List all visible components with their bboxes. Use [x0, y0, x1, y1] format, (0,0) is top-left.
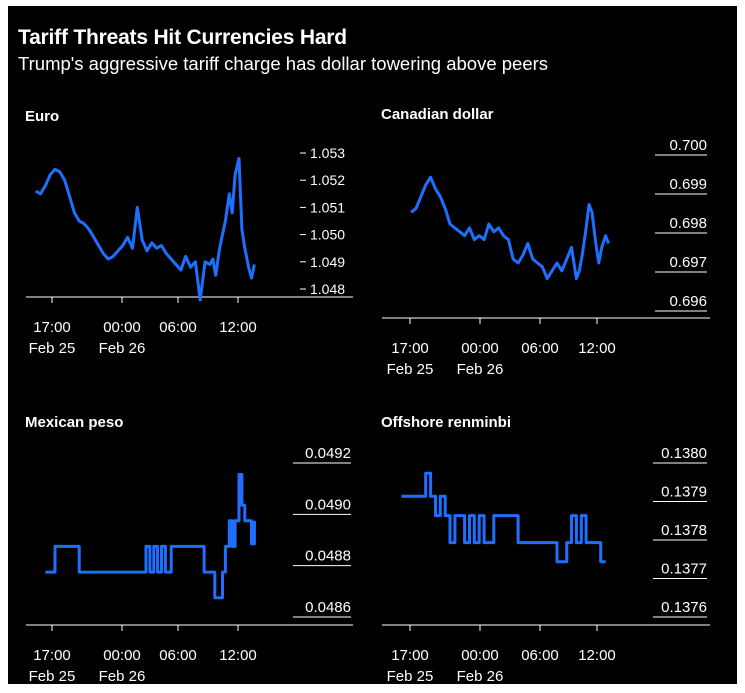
x-tick-label: 00:00: [461, 340, 499, 357]
panel-euro: 1.053 1.052 1.051 1.050 1.049 1.048 17:00 Feb 2…: [26, 145, 353, 357]
y-tick-label: 0.699: [669, 176, 707, 193]
series-line-canadian-dollar: [410, 175, 610, 281]
y-tick-label: 0.0492: [305, 445, 351, 462]
x-tick-label: 00:00: [103, 319, 141, 336]
series-line-euro: [34, 156, 256, 302]
panel-title-euro: Euro: [25, 108, 60, 125]
x-tick-label: 17:00: [391, 647, 429, 664]
x-tick-label: 12:00: [219, 319, 257, 336]
y-tick-label: 0.1379: [661, 484, 707, 501]
panel-title-mexican-peso: Mexican peso: [25, 414, 124, 431]
y-tick-label: 1.048: [310, 281, 345, 297]
y-tick-label: 1.051: [310, 199, 345, 215]
panel-canadian-dollar: 0.700 0.699 0.698 0.697 0.696 17:00 Feb 25 00:0…: [382, 137, 710, 378]
y-tick-label: 0.698: [669, 215, 707, 232]
x-tick-sublabel: Feb 25: [29, 668, 76, 685]
x-tick-sublabel: Feb 26: [99, 340, 146, 357]
y-tick-label: 0.1377: [661, 561, 707, 578]
x-tick-label: 00:00: [103, 647, 141, 664]
y-tick-label: 0.696: [669, 293, 707, 310]
panel-title-offshore-renminbi: Offshore renminbi: [381, 414, 512, 431]
series-line-offshore-renminbi: [401, 471, 606, 564]
x-tick-sublabel: Feb 26: [457, 361, 504, 378]
x-tick-sublabel: Feb 26: [457, 668, 504, 685]
panel-title-canadian-dollar: Canadian dollar: [381, 106, 494, 123]
panel-offshore-renminbi: 0.1380 0.1379 0.1378 0.1377 0.1376 17:00 Feb 2…: [382, 445, 710, 685]
x-tick-sublabel: Feb 25: [29, 340, 76, 357]
x-tick-label: 17:00: [391, 340, 429, 357]
x-tick-label: 12:00: [578, 647, 616, 664]
y-tick-label: 0.0486: [305, 599, 351, 616]
y-tick-label: 1.052: [310, 172, 345, 188]
x-tick-label: 06:00: [159, 647, 197, 664]
x-tick-sublabel: Feb 25: [387, 361, 434, 378]
chart-subtitle: Trump's aggressive tariff charge has dol…: [18, 53, 549, 74]
x-tick-sublabel: Feb 25: [387, 668, 434, 685]
y-tick-label: 1.049: [310, 254, 345, 270]
x-tick-label: 00:00: [461, 647, 499, 664]
x-tick-label: 06:00: [159, 319, 197, 336]
x-tick-label: 17:00: [33, 647, 71, 664]
x-tick-label: 06:00: [521, 647, 559, 664]
y-tick-label: 0.1378: [661, 522, 707, 539]
x-tick-label: 12:00: [578, 340, 616, 357]
y-tick-label: 0.0488: [305, 548, 351, 565]
x-tick-label: 12:00: [219, 647, 257, 664]
y-tick-label: 0.0490: [305, 496, 351, 513]
x-tick-label: 06:00: [521, 340, 559, 357]
series-line-mexican-peso: [45, 473, 256, 600]
y-tick-label: 0.1380: [661, 445, 707, 462]
panel-mexican-peso: 0.0492 0.0490 0.0488 0.0486 17:00 Feb 25 00:00…: [26, 445, 353, 685]
y-tick-label: 0.697: [669, 254, 707, 271]
y-tick-label: 0.1376: [661, 599, 707, 616]
x-tick-label: 17:00: [33, 319, 71, 336]
y-tick-label: 0.700: [669, 137, 707, 154]
y-tick-label: 1.053: [310, 145, 345, 161]
y-tick-label: 1.050: [310, 227, 345, 243]
chart-title: Tariff Threats Hit Currencies Hard: [18, 26, 347, 49]
x-tick-sublabel: Feb 26: [99, 668, 146, 685]
